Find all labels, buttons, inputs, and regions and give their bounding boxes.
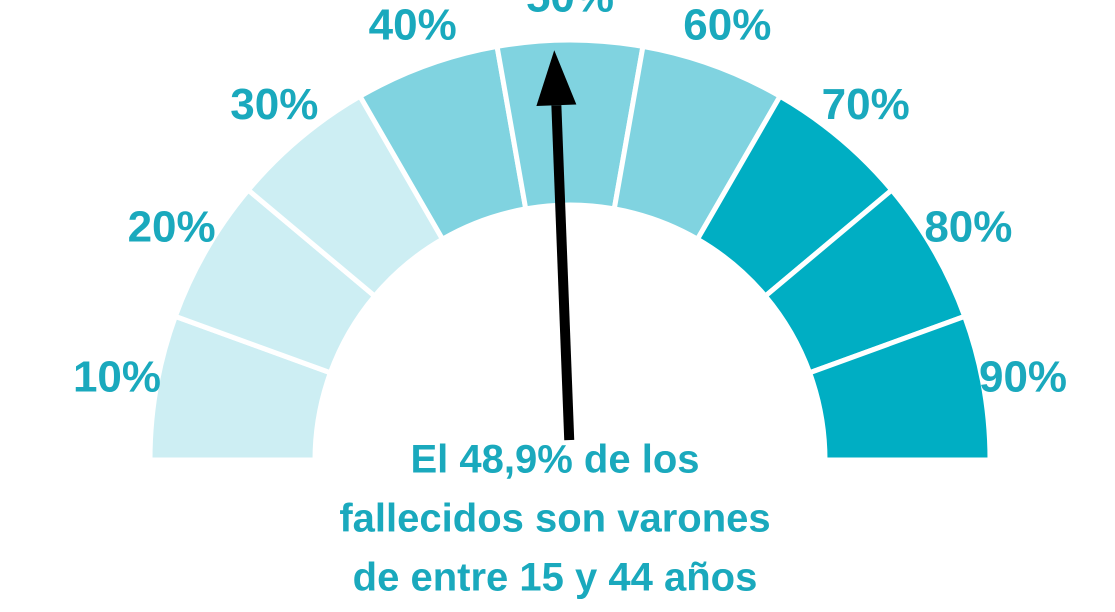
gauge-segment bbox=[806, 313, 993, 463]
tick-label: 80% bbox=[924, 203, 1012, 252]
tick-label: 30% bbox=[230, 80, 318, 129]
tick-label: 60% bbox=[683, 0, 771, 49]
needle-head bbox=[536, 50, 577, 107]
annotation: El 48,9% de los bbox=[410, 438, 699, 482]
annotation: fallecidos son varones bbox=[339, 497, 770, 541]
tick-label: 40% bbox=[369, 0, 457, 49]
tick-label: 20% bbox=[128, 203, 216, 252]
needle bbox=[536, 50, 577, 441]
tick-label: 70% bbox=[822, 80, 910, 129]
annotation: de entre 15 y 44 años bbox=[353, 556, 758, 600]
needle-shaft bbox=[551, 105, 575, 441]
tick-label: 90% bbox=[979, 353, 1067, 402]
tick-label: 10% bbox=[73, 353, 161, 402]
tick-label: 50% bbox=[526, 0, 614, 22]
